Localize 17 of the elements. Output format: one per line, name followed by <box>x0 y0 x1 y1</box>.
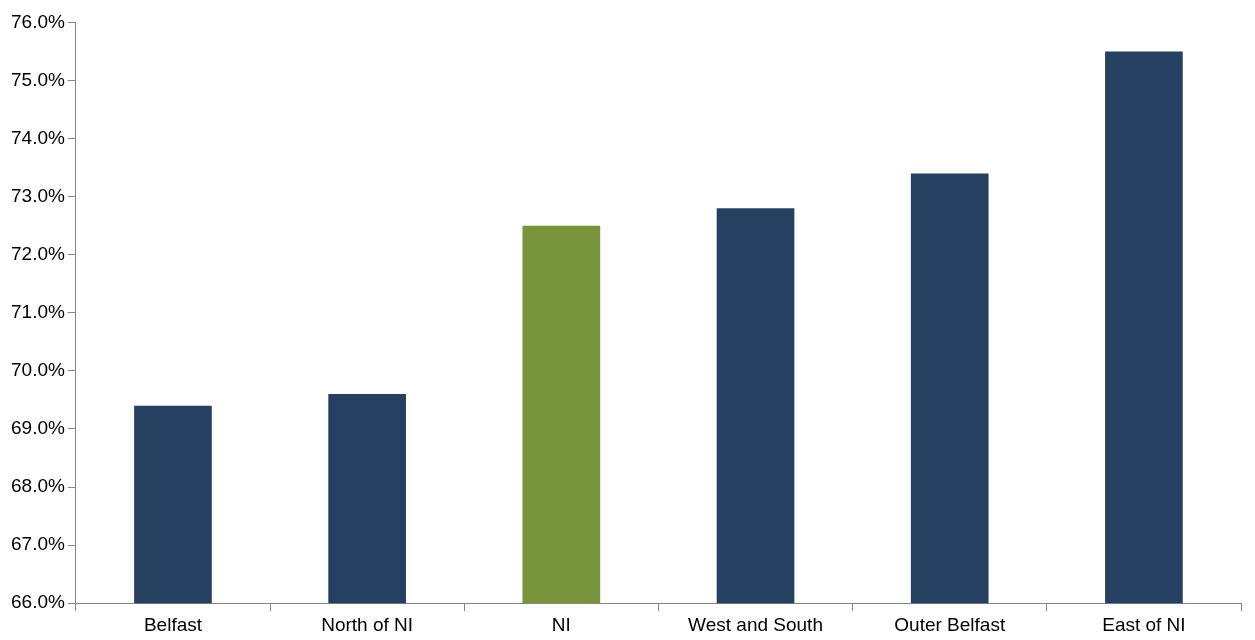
x-tick-label: Outer Belfast <box>894 613 1006 635</box>
y-tick-label: 66.0% <box>11 591 65 613</box>
x-tick-label: NI <box>551 613 571 635</box>
y-tick-label: 73.0% <box>11 184 65 206</box>
y-tick-label: 75.0% <box>11 68 65 90</box>
y-tick-label: 71.0% <box>11 301 65 323</box>
y-tick-label: 67.0% <box>11 533 65 555</box>
y-tick-label: 68.0% <box>11 475 65 497</box>
x-tick-label: North of NI <box>321 613 414 635</box>
x-tick-label: West and South <box>688 613 823 635</box>
x-tick-label: East of NI <box>1102 613 1186 635</box>
x-tick-label: Belfast <box>143 613 203 635</box>
y-tick-label: 70.0% <box>11 359 65 381</box>
y-tick-label: 74.0% <box>11 126 65 148</box>
y-tick-label: 72.0% <box>11 242 65 264</box>
y-tick-label: 69.0% <box>11 417 65 439</box>
y-tick-label: 76.0% <box>11 10 65 32</box>
